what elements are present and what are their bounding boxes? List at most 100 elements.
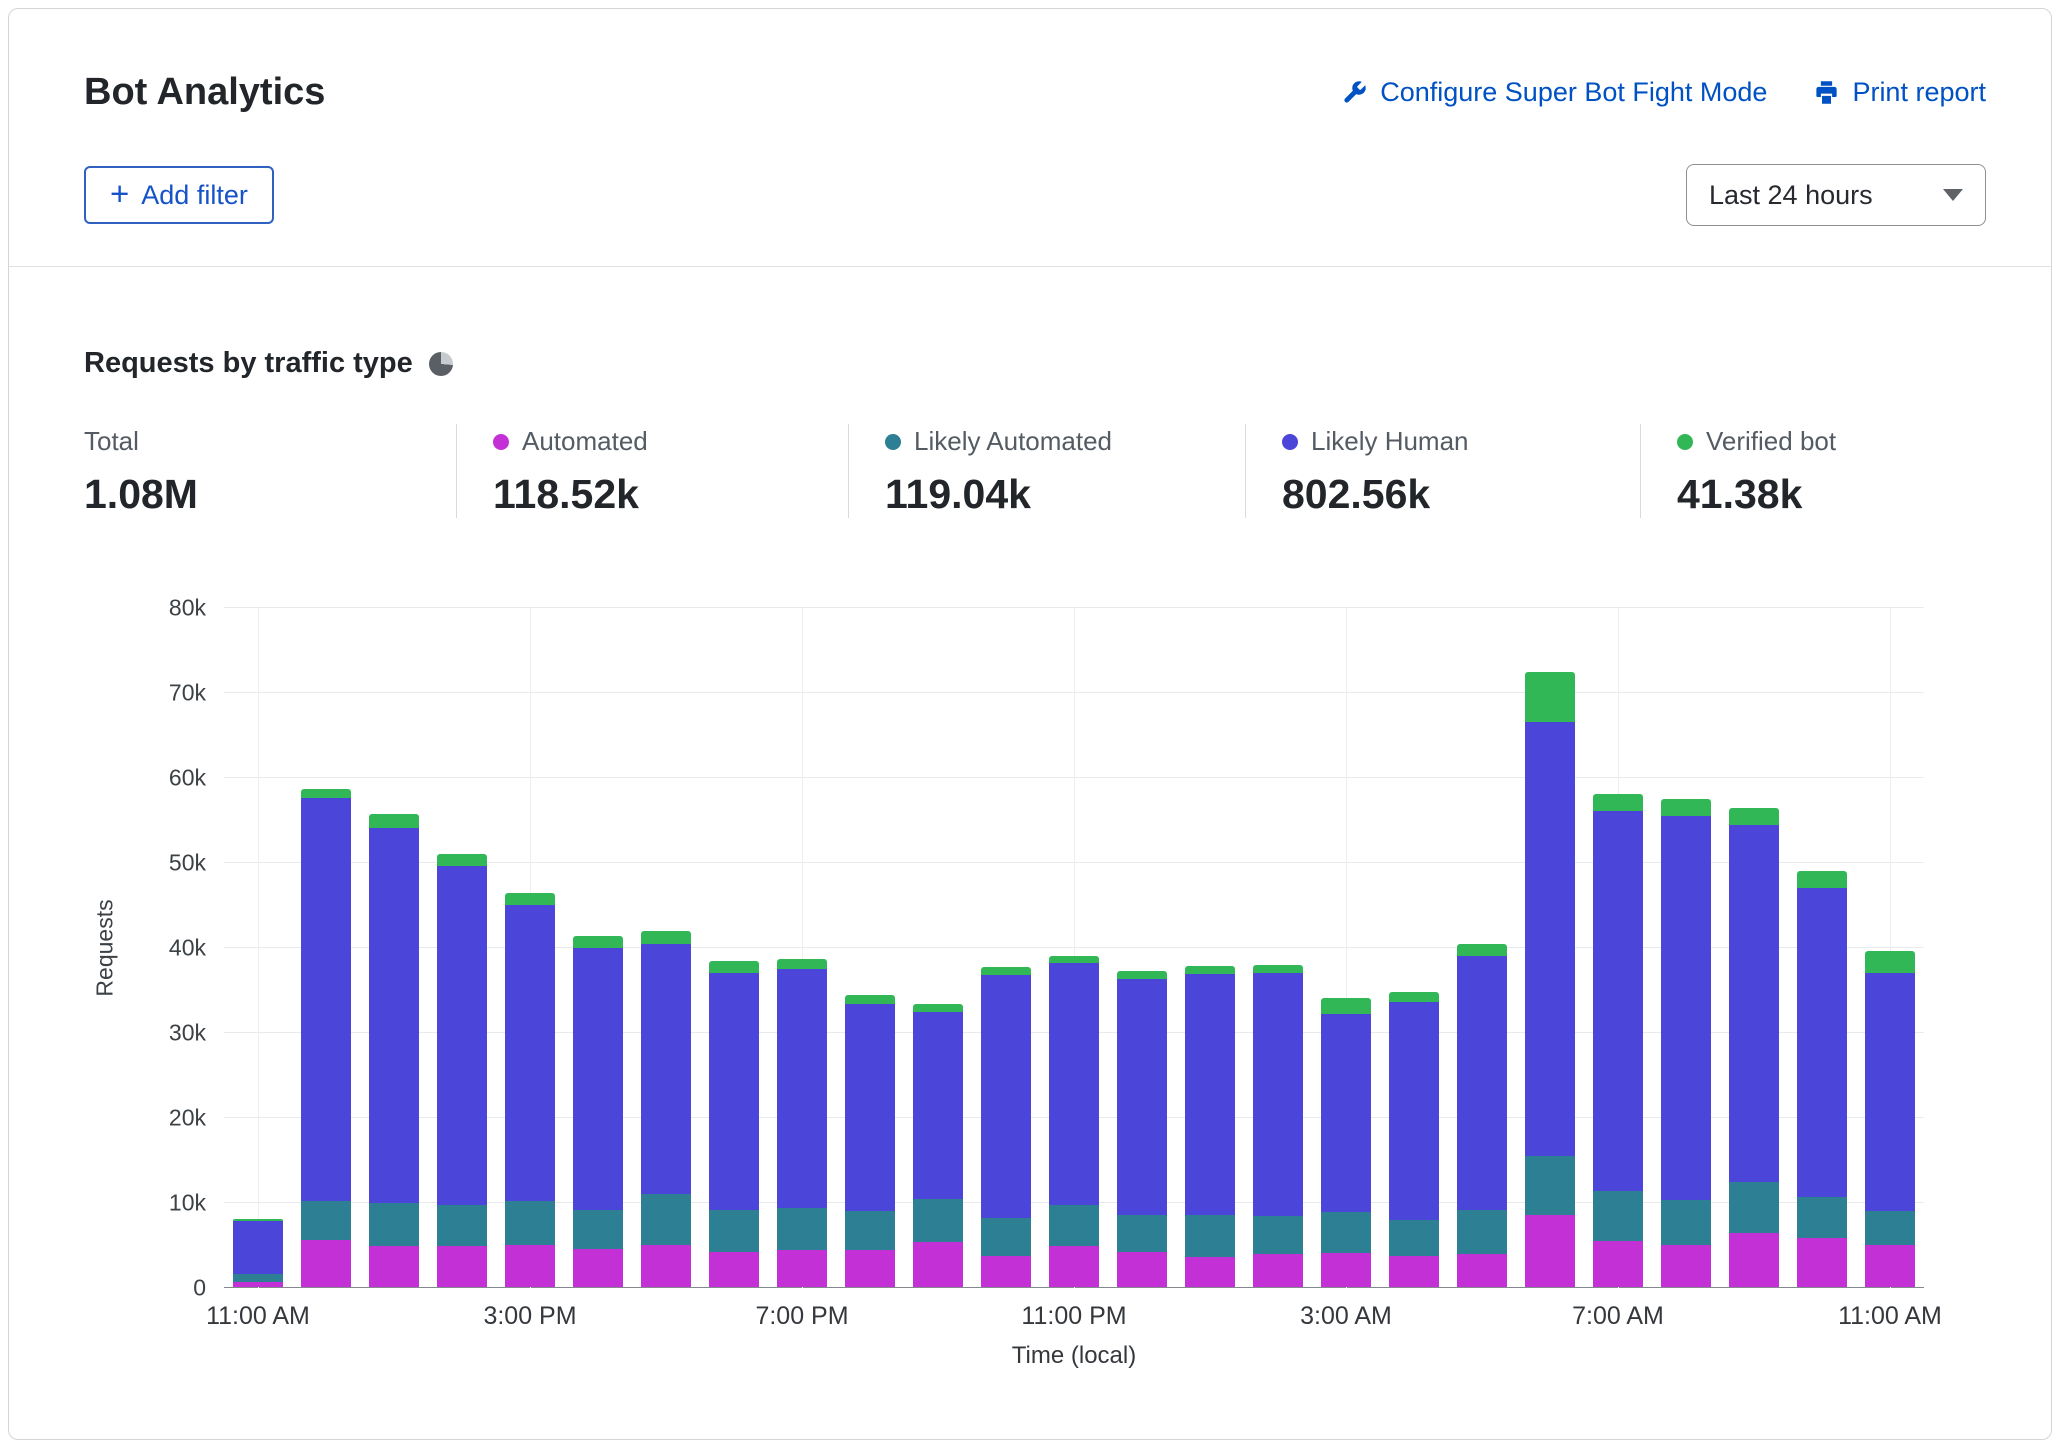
bar-12-pm[interactable] [301,789,351,1287]
bar-1-pm[interactable] [369,814,419,1287]
segment-automated [1117,1252,1167,1287]
bar-5-pm[interactable] [641,931,691,1287]
bar-slot [1652,608,1720,1288]
bar-slot [1856,608,1924,1288]
segment-automated [1593,1241,1643,1287]
bar-5-am[interactable] [1457,944,1507,1287]
print-link-label: Print report [1852,77,1986,108]
segment-likely-human [1457,956,1507,1209]
stat-total: Total1.08M [84,424,456,518]
stat-verified-bot[interactable]: Verified bot41.38k [1640,424,1986,518]
legend-dot-likely-human [1282,434,1298,450]
stat-automated[interactable]: Automated 118.52k [456,424,848,518]
stat-likely-human[interactable]: Likely Human802.56k [1245,424,1640,518]
segment-automated [1185,1257,1235,1287]
bar-7-pm[interactable] [777,959,827,1287]
segment-verified-bot [641,931,691,944]
bar-12-am[interactable] [1117,971,1167,1287]
segment-likely-human [709,973,759,1210]
stat-likely-automated[interactable]: Likely Automated119.04k [848,424,1245,518]
bar-8-am[interactable] [1661,799,1711,1287]
stat-label: Verified bot [1706,426,1836,457]
bar-9-am[interactable] [1729,808,1779,1287]
y-tick-20k: 20k [169,1105,206,1132]
x-tick-6: 11:00 AM [1838,1302,1942,1331]
bar-4-pm[interactable] [573,936,623,1287]
time-range-value: Last 24 hours [1709,180,1873,211]
x-axis-label: Time (local) [224,1342,1924,1370]
segment-likely-automated [1253,1216,1303,1254]
bar-11-am[interactable] [233,1219,283,1287]
bar-10-pm[interactable] [981,967,1031,1287]
bar-slot [1584,608,1652,1288]
segment-likely-human [1321,1014,1371,1212]
segment-likely-automated [1593,1191,1643,1241]
segment-likely-automated [505,1201,555,1245]
bar-slot [1176,608,1244,1288]
bar-10-am[interactable] [1797,871,1847,1287]
x-tick-0: 11:00 AM [206,1302,310,1331]
segment-likely-automated [913,1199,963,1242]
segment-likely-automated [845,1211,895,1251]
segment-likely-human [641,944,691,1195]
x-tick-5: 7:00 AM [1572,1302,1664,1331]
segment-likely-human [777,969,827,1208]
y-tick-50k: 50k [169,850,206,877]
bar-11-pm[interactable] [1049,956,1099,1287]
stat-value: 118.52k [493,471,848,518]
segment-verified-bot [913,1004,963,1013]
configure-super-bot-fight-mode-link[interactable]: Configure Super Bot Fight Mode [1341,77,1767,108]
bar-8-pm[interactable] [845,995,895,1287]
segment-likely-human [1049,963,1099,1205]
segment-automated [777,1250,827,1287]
x-axis-ticks: 11:00 AM3:00 PM7:00 PM11:00 PM3:00 AM7:0… [224,1294,1924,1336]
segment-automated [1525,1215,1575,1287]
y-tick-40k: 40k [169,935,206,962]
segment-likely-human [437,866,487,1205]
segment-likely-automated [1729,1182,1779,1233]
bar-slot [564,608,632,1288]
card-body: Requests by traffic type Total1.08MAutom… [9,267,2051,1370]
segment-likely-automated [369,1203,419,1246]
bar-7-am[interactable] [1593,794,1643,1287]
plus-icon: + [110,177,129,210]
bar-2-pm[interactable] [437,854,487,1287]
x-tick-3: 11:00 PM [1021,1302,1126,1331]
legend-dot-verified-bot [1677,434,1693,450]
segment-likely-automated [709,1210,759,1253]
bar-11-am[interactable] [1865,951,1915,1287]
section-title: Requests by traffic type [84,347,413,380]
stat-label: Likely Human [1311,426,1469,457]
segment-automated [505,1245,555,1287]
legend-dot-automated [493,434,509,450]
add-filter-button[interactable]: + Add filter [84,166,274,224]
segment-likely-automated [573,1210,623,1249]
bars [224,608,1924,1288]
print-report-link[interactable]: Print report [1813,77,1986,108]
bar-slot [428,608,496,1288]
x-tick-1: 3:00 PM [483,1302,576,1331]
segment-likely-automated [1457,1210,1507,1254]
bar-1-am[interactable] [1185,966,1235,1287]
bar-6-pm[interactable] [709,961,759,1287]
stat-label: Automated [522,426,648,457]
segment-verified-bot [1185,966,1235,975]
segment-likely-automated [233,1274,283,1282]
segment-verified-bot [505,893,555,906]
segment-likely-human [845,1004,895,1211]
segment-verified-bot [981,967,1031,976]
bar-4-am[interactable] [1389,992,1439,1287]
segment-automated [437,1246,487,1287]
time-range-select[interactable]: Last 24 hours [1686,164,1986,226]
bar-3-pm[interactable] [505,893,555,1287]
segment-likely-human [301,798,351,1201]
bar-6-am[interactable] [1525,672,1575,1287]
bar-9-pm[interactable] [913,1004,963,1287]
y-tick-70k: 70k [169,680,206,707]
bar-3-am[interactable] [1321,998,1371,1287]
stat-value: 1.08M [84,471,456,518]
bar-2-am[interactable] [1253,965,1303,1287]
segment-likely-human [913,1012,963,1198]
requests-chart: Requests 010k20k30k40k50k60k70k80k 11:00… [84,608,1986,1370]
bar-slot [836,608,904,1288]
